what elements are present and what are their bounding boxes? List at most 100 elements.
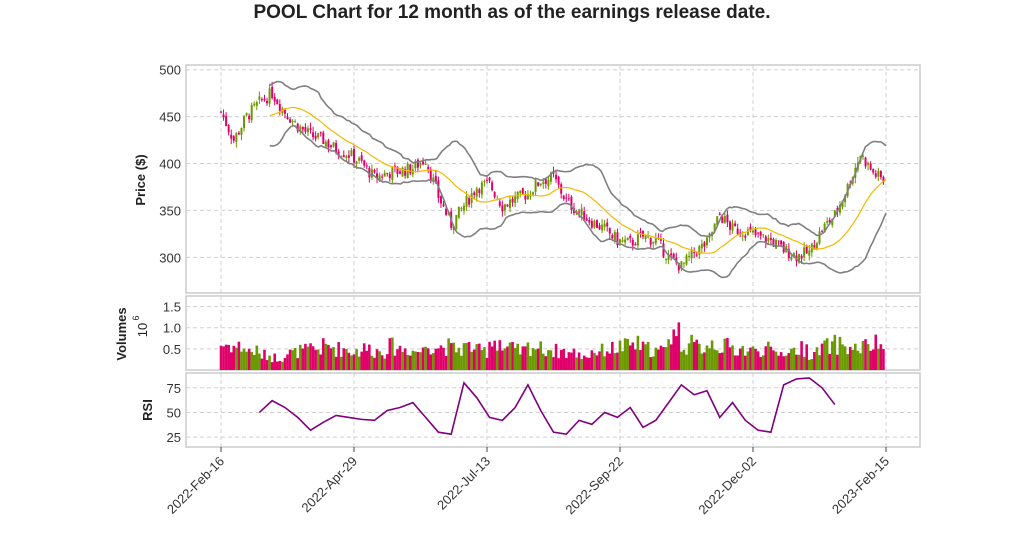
volume-bar xyxy=(270,362,274,370)
candle-body xyxy=(401,167,404,177)
volume-bar xyxy=(585,357,589,370)
candle-body xyxy=(283,109,286,114)
candle-body xyxy=(263,98,266,101)
volume-bar xyxy=(843,346,847,370)
volume-bar xyxy=(756,351,760,370)
volume-bar xyxy=(582,355,586,370)
candle-body xyxy=(319,132,322,134)
candle-body xyxy=(595,220,598,228)
candle-body xyxy=(342,155,345,158)
volume-bar xyxy=(603,356,606,370)
candle-body xyxy=(370,169,373,178)
candle-body xyxy=(549,172,552,182)
volume-bar xyxy=(641,341,645,370)
volume-bar xyxy=(677,322,681,370)
volume-bar xyxy=(838,336,842,370)
candle-body xyxy=(534,180,537,192)
volume-bar xyxy=(718,353,722,370)
volume-bar xyxy=(570,352,573,370)
candle-body xyxy=(232,136,235,141)
candle-body xyxy=(289,119,292,123)
y-tick-label: 450 xyxy=(159,110,181,125)
volume-bar xyxy=(224,344,228,370)
rsi-line xyxy=(258,377,836,436)
volume-bar xyxy=(357,356,361,370)
volume-bar xyxy=(293,347,297,370)
y-axis-label: RSI xyxy=(140,399,155,421)
volume-bar xyxy=(859,353,862,370)
candle-body xyxy=(677,262,680,271)
volume-bar xyxy=(480,350,484,370)
y-tick-label: 1.0 xyxy=(163,321,181,336)
volume-bar xyxy=(744,355,747,370)
volume-bar xyxy=(588,357,591,370)
candle-body xyxy=(798,253,801,263)
volume-bar xyxy=(815,347,819,370)
candle-body xyxy=(491,182,494,191)
candle-body xyxy=(764,236,767,243)
candle-body xyxy=(409,164,412,174)
candle-body xyxy=(611,235,614,238)
volume-bar xyxy=(823,340,826,370)
volume-bar xyxy=(483,347,486,370)
volume-bar xyxy=(674,336,678,370)
volume-bar xyxy=(836,354,839,370)
candle-body xyxy=(271,86,274,99)
volume-bar xyxy=(403,348,407,370)
volume-bar xyxy=(380,355,384,370)
volume-bar xyxy=(521,346,525,370)
volume-bar xyxy=(398,345,402,370)
candle-body xyxy=(879,170,882,178)
candle-body xyxy=(434,175,437,183)
volume-bar xyxy=(690,334,693,370)
volume-bar xyxy=(547,350,550,370)
volume-bar xyxy=(247,348,251,370)
volume-bar xyxy=(470,351,473,370)
volume-bar xyxy=(608,353,612,370)
candle-body xyxy=(542,181,545,184)
candle-body xyxy=(255,102,258,106)
candle-body xyxy=(460,208,463,210)
candle-body xyxy=(800,255,803,259)
candle-body xyxy=(222,114,225,118)
volume-bar xyxy=(401,351,404,370)
candle-body xyxy=(736,228,739,235)
candle-body xyxy=(654,238,657,244)
volume-bar xyxy=(406,354,410,370)
candle-body xyxy=(626,237,629,241)
volume-bar xyxy=(613,353,617,370)
candle-body xyxy=(831,218,834,226)
volume-bar xyxy=(355,349,358,370)
volume-bar xyxy=(710,340,714,370)
candle-body xyxy=(565,197,568,199)
candle-body xyxy=(248,115,251,120)
volume-bar xyxy=(669,344,673,370)
x-tick-label: 2022-Feb-16 xyxy=(164,454,227,517)
candle-body xyxy=(734,223,737,227)
candle-body xyxy=(537,182,540,186)
candle-body xyxy=(659,238,662,241)
volume-exponent: 10 xyxy=(135,323,150,337)
volume-bar xyxy=(784,355,788,370)
volume-bar xyxy=(396,349,399,370)
candle-body xyxy=(833,210,836,217)
candle-body xyxy=(872,169,875,173)
candle-body xyxy=(419,163,422,166)
candle-body xyxy=(309,128,312,130)
candle-body xyxy=(815,243,818,250)
candle-body xyxy=(335,142,338,153)
volume-bar xyxy=(334,356,338,370)
volume-bar xyxy=(332,347,335,370)
candle-body xyxy=(314,135,317,139)
candle-body xyxy=(726,214,729,223)
volume-bar xyxy=(877,348,880,370)
candle-body xyxy=(360,155,363,161)
volume-bar xyxy=(882,349,885,370)
volume-bar xyxy=(761,355,765,370)
volume-bar xyxy=(460,355,463,370)
volume-bar xyxy=(802,356,806,370)
volume-bar xyxy=(705,345,709,370)
volume-bar xyxy=(286,354,289,370)
candle-body xyxy=(332,142,335,147)
candle-body xyxy=(373,170,376,173)
